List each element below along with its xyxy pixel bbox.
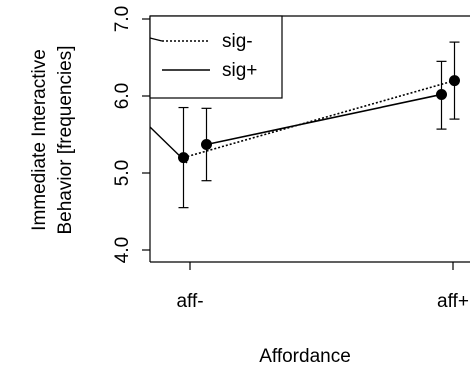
legend: sig- sig+ — [149, 15, 283, 99]
y-tick-label: 7.0 — [112, 6, 133, 32]
data-point — [201, 139, 212, 151]
series-sig-plus — [201, 60, 447, 182]
y-tick-label: 5.0 — [112, 160, 133, 186]
clipped-adjacent-panel-lines — [149, 37, 188, 164]
x-tick-label: aff- — [176, 291, 203, 312]
legend-box — [149, 15, 283, 99]
data-point — [449, 75, 460, 87]
legend-label-sig-minus: sig- — [222, 31, 253, 52]
x-axis: aff-aff+ — [176, 262, 469, 312]
x-axis-label: Affordance — [259, 346, 351, 367]
clipped-line-upper — [149, 37, 163, 42]
clipped-line-lower — [149, 126, 188, 164]
series-layer — [178, 41, 460, 209]
data-point — [436, 88, 447, 100]
x-tick-label: aff+ — [437, 291, 469, 312]
y-axis: 4.0 5.0 6.0 7.0 — [112, 6, 150, 263]
y-tick-label: 6.0 — [112, 83, 133, 109]
series-line — [183, 79, 455, 159]
y-tick-label: 4.0 — [112, 237, 133, 263]
series-line — [206, 93, 442, 146]
y-axis-label-line2: Behavior [frequencies] — [55, 45, 76, 234]
y-axis-label-line1: Immediate Interactive — [29, 49, 50, 231]
legend-label-sig-plus: sig+ — [222, 60, 257, 81]
series-sig-minus — [178, 41, 460, 209]
data-point — [178, 152, 189, 164]
